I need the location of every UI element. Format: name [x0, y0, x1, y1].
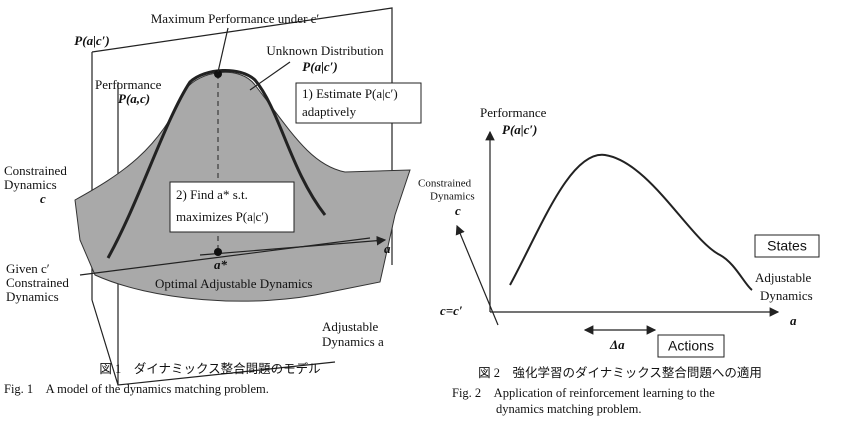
label: P(a,c)	[118, 91, 150, 106]
label: Dynamics	[6, 289, 59, 304]
label: Dynamics	[760, 288, 813, 303]
max-point	[214, 70, 222, 78]
label: Constrained	[418, 178, 472, 190]
caption: dynamics matching problem.	[496, 402, 641, 416]
label: a	[790, 313, 797, 328]
label: c	[40, 191, 46, 206]
c-axis	[455, 224, 499, 326]
box-frame	[91, 7, 393, 386]
label: Optimal Adjustable Dynamics	[155, 276, 312, 291]
performance-curve	[509, 153, 753, 291]
label: P(a|c′)	[302, 59, 337, 74]
label: Dynamics	[4, 177, 57, 192]
label: Δa	[609, 337, 625, 352]
leader	[249, 61, 291, 91]
caption: 図 1 ダイナミックス整合問題のモデル	[99, 361, 320, 376]
label: c=c′	[440, 303, 463, 318]
label: Dynamics	[430, 191, 475, 203]
label: Performance	[95, 77, 162, 92]
step-text: 1) Estimate P(a|c′)	[302, 86, 398, 101]
figure-1: Maximum Performance under c′ P(a|c′) Unk…	[4, 7, 422, 396]
a-star-point	[214, 248, 222, 256]
caption: Fig. 2 Application of reinforcement lear…	[452, 386, 715, 400]
figure-2: Performance P(a|c′) Constrained Dynamics…	[418, 105, 820, 416]
actions-box	[657, 334, 725, 358]
label: Given c′	[6, 261, 50, 276]
label: Adjustable	[755, 270, 812, 285]
c-line	[79, 237, 371, 276]
label: Actions	[668, 338, 714, 354]
step-text: adaptively	[302, 104, 357, 119]
caption: Fig. 1 A model of the dynamics matching …	[4, 382, 269, 396]
label: Performance	[480, 105, 547, 120]
label: Adjustable	[322, 319, 379, 334]
label: a*	[214, 257, 228, 272]
label: c	[455, 203, 461, 218]
label: a	[384, 241, 391, 256]
label: Constrained	[6, 275, 69, 290]
label: Unknown Distribution	[266, 43, 384, 58]
step1-box	[295, 82, 422, 124]
leader	[217, 27, 229, 73]
a-axis	[199, 235, 387, 256]
states-box	[754, 234, 820, 258]
step-text: maximizes P(a|c′)	[176, 209, 268, 224]
step-text: 2) Find a* s.t.	[176, 187, 248, 202]
step2-box	[169, 181, 295, 233]
label: P(a|c′)	[74, 33, 109, 48]
label: Maximum Performance under c′	[151, 11, 320, 26]
label: Constrained	[4, 163, 67, 178]
label: P(a|c′)	[502, 122, 537, 137]
caption: 図 2 強化学習のダイナミックス整合問題への適用	[478, 365, 762, 380]
label: States	[767, 238, 807, 254]
label: Dynamics a	[322, 334, 384, 349]
